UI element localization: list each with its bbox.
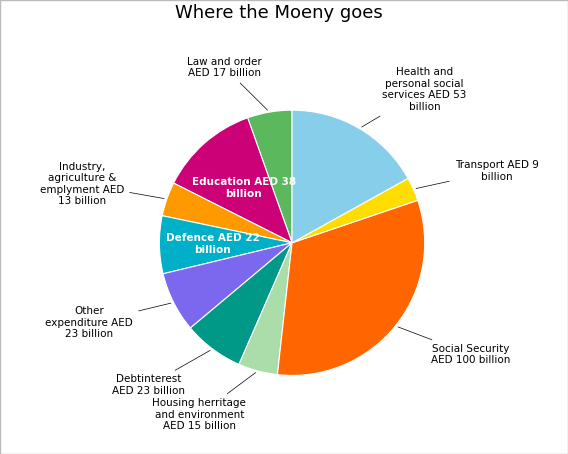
Wedge shape xyxy=(292,178,417,243)
Text: Social Security
AED 100 billion: Social Security AED 100 billion xyxy=(398,327,510,365)
Text: Industry,
agriculture &
emplyment AED
13 billion: Industry, agriculture & emplyment AED 13… xyxy=(40,162,164,207)
Wedge shape xyxy=(163,243,292,328)
Wedge shape xyxy=(292,110,408,243)
Wedge shape xyxy=(174,118,292,243)
Wedge shape xyxy=(160,216,292,274)
Wedge shape xyxy=(190,243,292,365)
Wedge shape xyxy=(239,243,292,375)
Text: Other
expenditure AED
23 billion: Other expenditure AED 23 billion xyxy=(45,303,171,340)
Text: Transport AED 9
billion: Transport AED 9 billion xyxy=(416,160,538,188)
Text: Education AED 38
billion: Education AED 38 billion xyxy=(192,177,296,199)
Text: Defence AED 22
billion: Defence AED 22 billion xyxy=(166,233,260,255)
Wedge shape xyxy=(162,183,292,243)
Text: Health and
personal social
services AED 53
billion: Health and personal social services AED … xyxy=(362,67,467,127)
Text: Debtinterest
AED 23 billion: Debtinterest AED 23 billion xyxy=(112,350,210,396)
Title: Where the Moeny goes: Where the Moeny goes xyxy=(176,4,383,22)
Text: Housing herritage
and environment
AED 15 billion: Housing herritage and environment AED 15… xyxy=(152,373,256,431)
Text: Law and order
AED 17 billion: Law and order AED 17 billion xyxy=(187,57,268,110)
Wedge shape xyxy=(248,110,292,243)
Wedge shape xyxy=(277,200,425,375)
